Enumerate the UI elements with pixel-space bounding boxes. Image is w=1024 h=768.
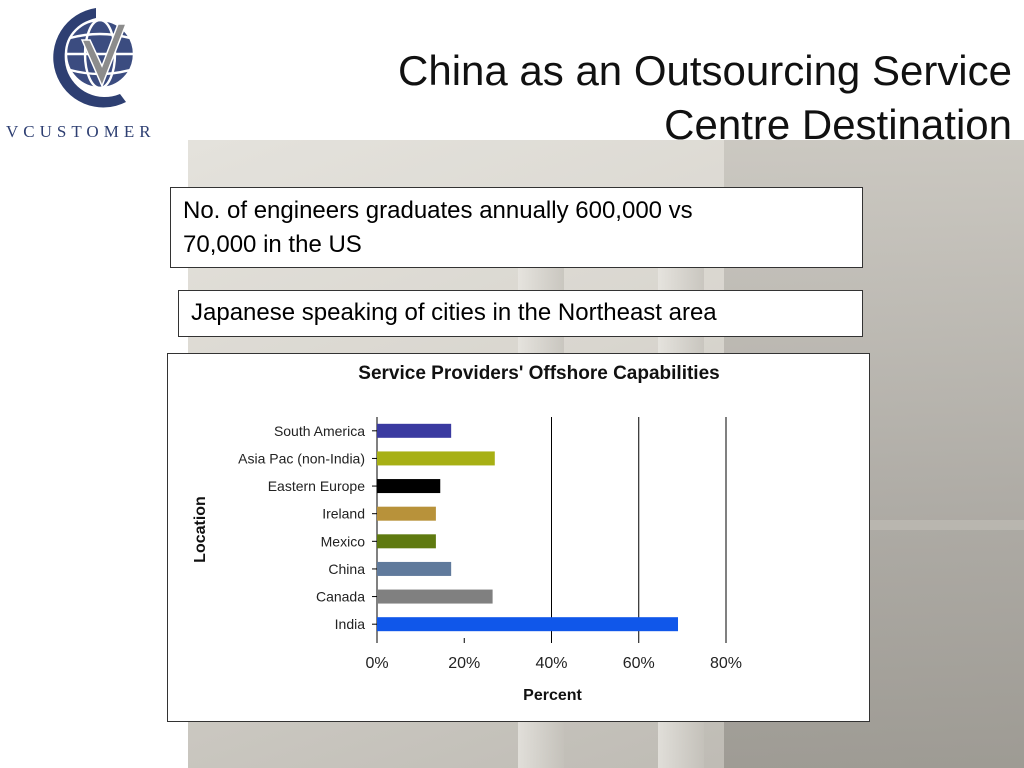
y-axis-title: Location — [192, 496, 209, 563]
x-tick-label: 80% — [710, 655, 742, 672]
globe-logo-icon — [53, 8, 136, 108]
x-tick-label: 60% — [623, 655, 655, 672]
engineers-callout-line-1: No. of engineers graduates annually 600,… — [183, 197, 693, 224]
chart-title: Service Providers' Offshore Capabilities — [358, 363, 719, 384]
chart-canvas: Service Providers' Offshore Capabilities… — [192, 363, 742, 704]
category-label: China — [328, 561, 365, 577]
category-label: Canada — [316, 589, 365, 605]
engineers-callout-line-2: 70,000 in the US — [183, 231, 362, 258]
title-line-1: China as an Outsourcing Service — [398, 47, 1012, 94]
japanese-callout-text: Japanese speaking of cities in the North… — [191, 299, 717, 326]
bar-mexico — [377, 534, 436, 549]
bar-china — [377, 561, 452, 576]
company-name: VCUSTOMER — [6, 122, 156, 141]
category-label: India — [335, 616, 366, 632]
bar-canada — [377, 589, 493, 604]
bar-eastern-europe — [377, 479, 441, 494]
bar-asia-pac-non-india — [377, 451, 495, 466]
category-label: South America — [274, 423, 365, 439]
title-line-2: Centre Destination — [664, 101, 1012, 148]
category-label: Mexico — [321, 533, 366, 549]
page-title: China as an Outsourcing Service Centre D… — [292, 44, 1012, 152]
category-label: Asia Pac (non-India) — [238, 450, 365, 466]
company-logo: VCUSTOMER — [6, 4, 190, 144]
x-tick-label: 20% — [448, 655, 480, 672]
japanese-callout: Japanese speaking of cities in the North… — [178, 290, 863, 337]
bar-ireland — [377, 506, 436, 521]
engineers-callout: No. of engineers graduates annually 600,… — [170, 187, 863, 268]
bar-india — [377, 617, 679, 632]
x-axis-title: Percent — [523, 687, 582, 704]
background-beam — [748, 520, 1024, 530]
x-tick-label: 40% — [535, 655, 567, 672]
x-tick-label: 0% — [365, 655, 388, 672]
category-label: Eastern Europe — [268, 478, 365, 494]
offshore-chart: Service Providers' Offshore Capabilities… — [167, 353, 870, 722]
category-label: Ireland — [322, 506, 365, 522]
bar-south-america — [377, 423, 452, 438]
